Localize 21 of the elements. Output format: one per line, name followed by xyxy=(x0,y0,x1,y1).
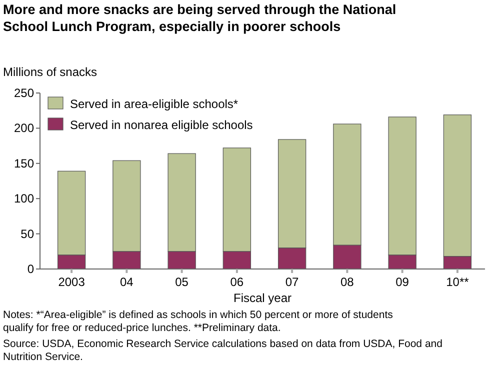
x-tick-label: 09 xyxy=(396,275,410,289)
x-tick-label: 05 xyxy=(175,275,189,289)
y-tick-label: 50 xyxy=(20,226,34,241)
x-axis-title: Fiscal year xyxy=(233,291,292,305)
x-tick-label: 10** xyxy=(446,275,470,289)
source-note: Source: USDA, Economic Research Service calculations based on data from USDA, Food and Nutrition Service. xyxy=(3,338,443,363)
y-tick-label: 100 xyxy=(14,192,34,206)
y-tick-label: 200 xyxy=(14,121,34,136)
x-tick-label: 08 xyxy=(340,275,354,289)
chart-title: More and more snacks are being served through the National School Lunch Program, especially in poorer schools xyxy=(3,2,396,34)
text: Notes: *“Area-eligible” is defined as schools in which 50 percent or more of students qualify for free or reduced-price lunches. **Preliminary data. xyxy=(3,309,393,334)
x-tick-label: 06 xyxy=(230,275,244,289)
y-axis-title: Millions of snacks xyxy=(3,65,98,79)
legend-label: Served in area-eligible schools* xyxy=(70,97,238,111)
x-tick-label: 04 xyxy=(120,275,134,289)
legend-label: Served in nonarea eligible schools xyxy=(70,118,253,132)
y-tick-label: 150 xyxy=(14,156,34,170)
x-tick-label: 07 xyxy=(285,275,300,289)
x-tick-label: 2003 xyxy=(58,275,86,289)
y-tick-label: 250 xyxy=(14,86,34,100)
y-tick-label: 0 xyxy=(27,262,34,276)
